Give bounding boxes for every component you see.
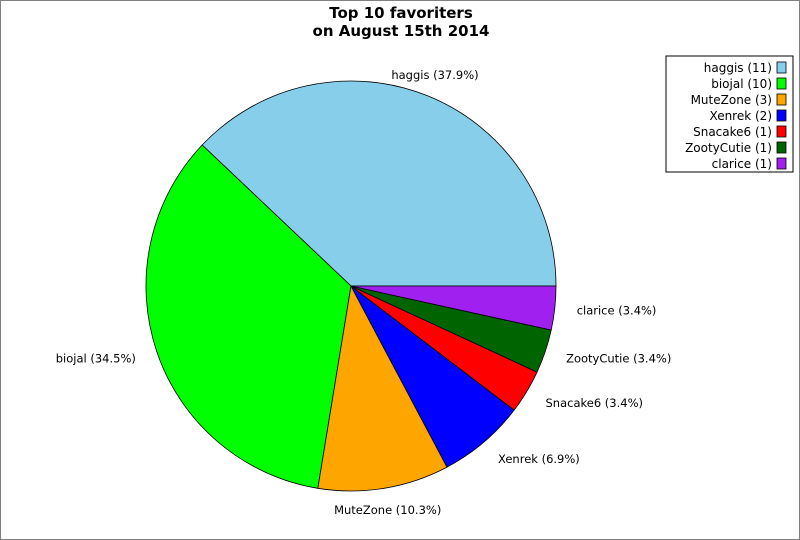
slice-label-clarice: clarice (3.4%) <box>577 304 657 318</box>
slice-label-mutezone: MuteZone (10.3%) <box>334 503 441 517</box>
pie-slice-mutezone <box>317 284 448 492</box>
slice-label-biojal: biojal (34.5%) <box>56 352 136 366</box>
legend: haggis (11) biojal (10) MuteZone (3) Xenrek… <box>665 55 794 173</box>
legend-label-mutezone: MuteZone (3) <box>691 93 772 107</box>
legend-swatch-clarice <box>776 157 787 170</box>
pie-slice-biojal <box>145 144 352 489</box>
legend-label-xenrek: Xenrek (2) <box>710 109 772 123</box>
slice-labels: haggis (37.9%) biojal (34.5%) MuteZone (10… <box>56 68 672 517</box>
legend-swatch-mutezone <box>776 93 787 106</box>
chart-title-line-2: on August 15th 2014 <box>313 22 490 40</box>
legend-label-clarice: clarice (1) <box>712 157 772 171</box>
legend-label-haggis: haggis (11) <box>704 61 772 75</box>
slice-label-xenrek: Xenrek (6.9%) <box>498 452 580 466</box>
legend-box <box>665 55 794 173</box>
legend-swatch-xenrek <box>776 109 787 122</box>
legend-swatch-snacake6 <box>776 125 787 138</box>
legend-label-zootycutie: ZootyCutie (1) <box>685 141 772 155</box>
legend-swatch-biojal <box>776 77 787 90</box>
legend-swatch-zootycutie <box>776 141 787 154</box>
pie-slice-clarice <box>350 285 557 331</box>
pie-slice-haggis <box>201 80 557 287</box>
legend-label-snacake6: Snacake6 (1) <box>693 125 772 139</box>
chart-title-line-1: Top 10 favoriters <box>329 4 473 22</box>
slice-label-haggis: haggis (37.9%) <box>391 68 478 82</box>
legend-swatch-haggis <box>776 61 787 74</box>
chart-title: Top 10 favoriters on August 15th 2014 <box>313 4 490 40</box>
pie-slices <box>145 80 557 492</box>
slice-label-zootycutie: ZootyCutie (3.4%) <box>566 352 671 366</box>
slice-label-snacake6: Snacake6 (3.4%) <box>546 396 644 410</box>
legend-label-biojal: biojal (10) <box>711 77 772 91</box>
